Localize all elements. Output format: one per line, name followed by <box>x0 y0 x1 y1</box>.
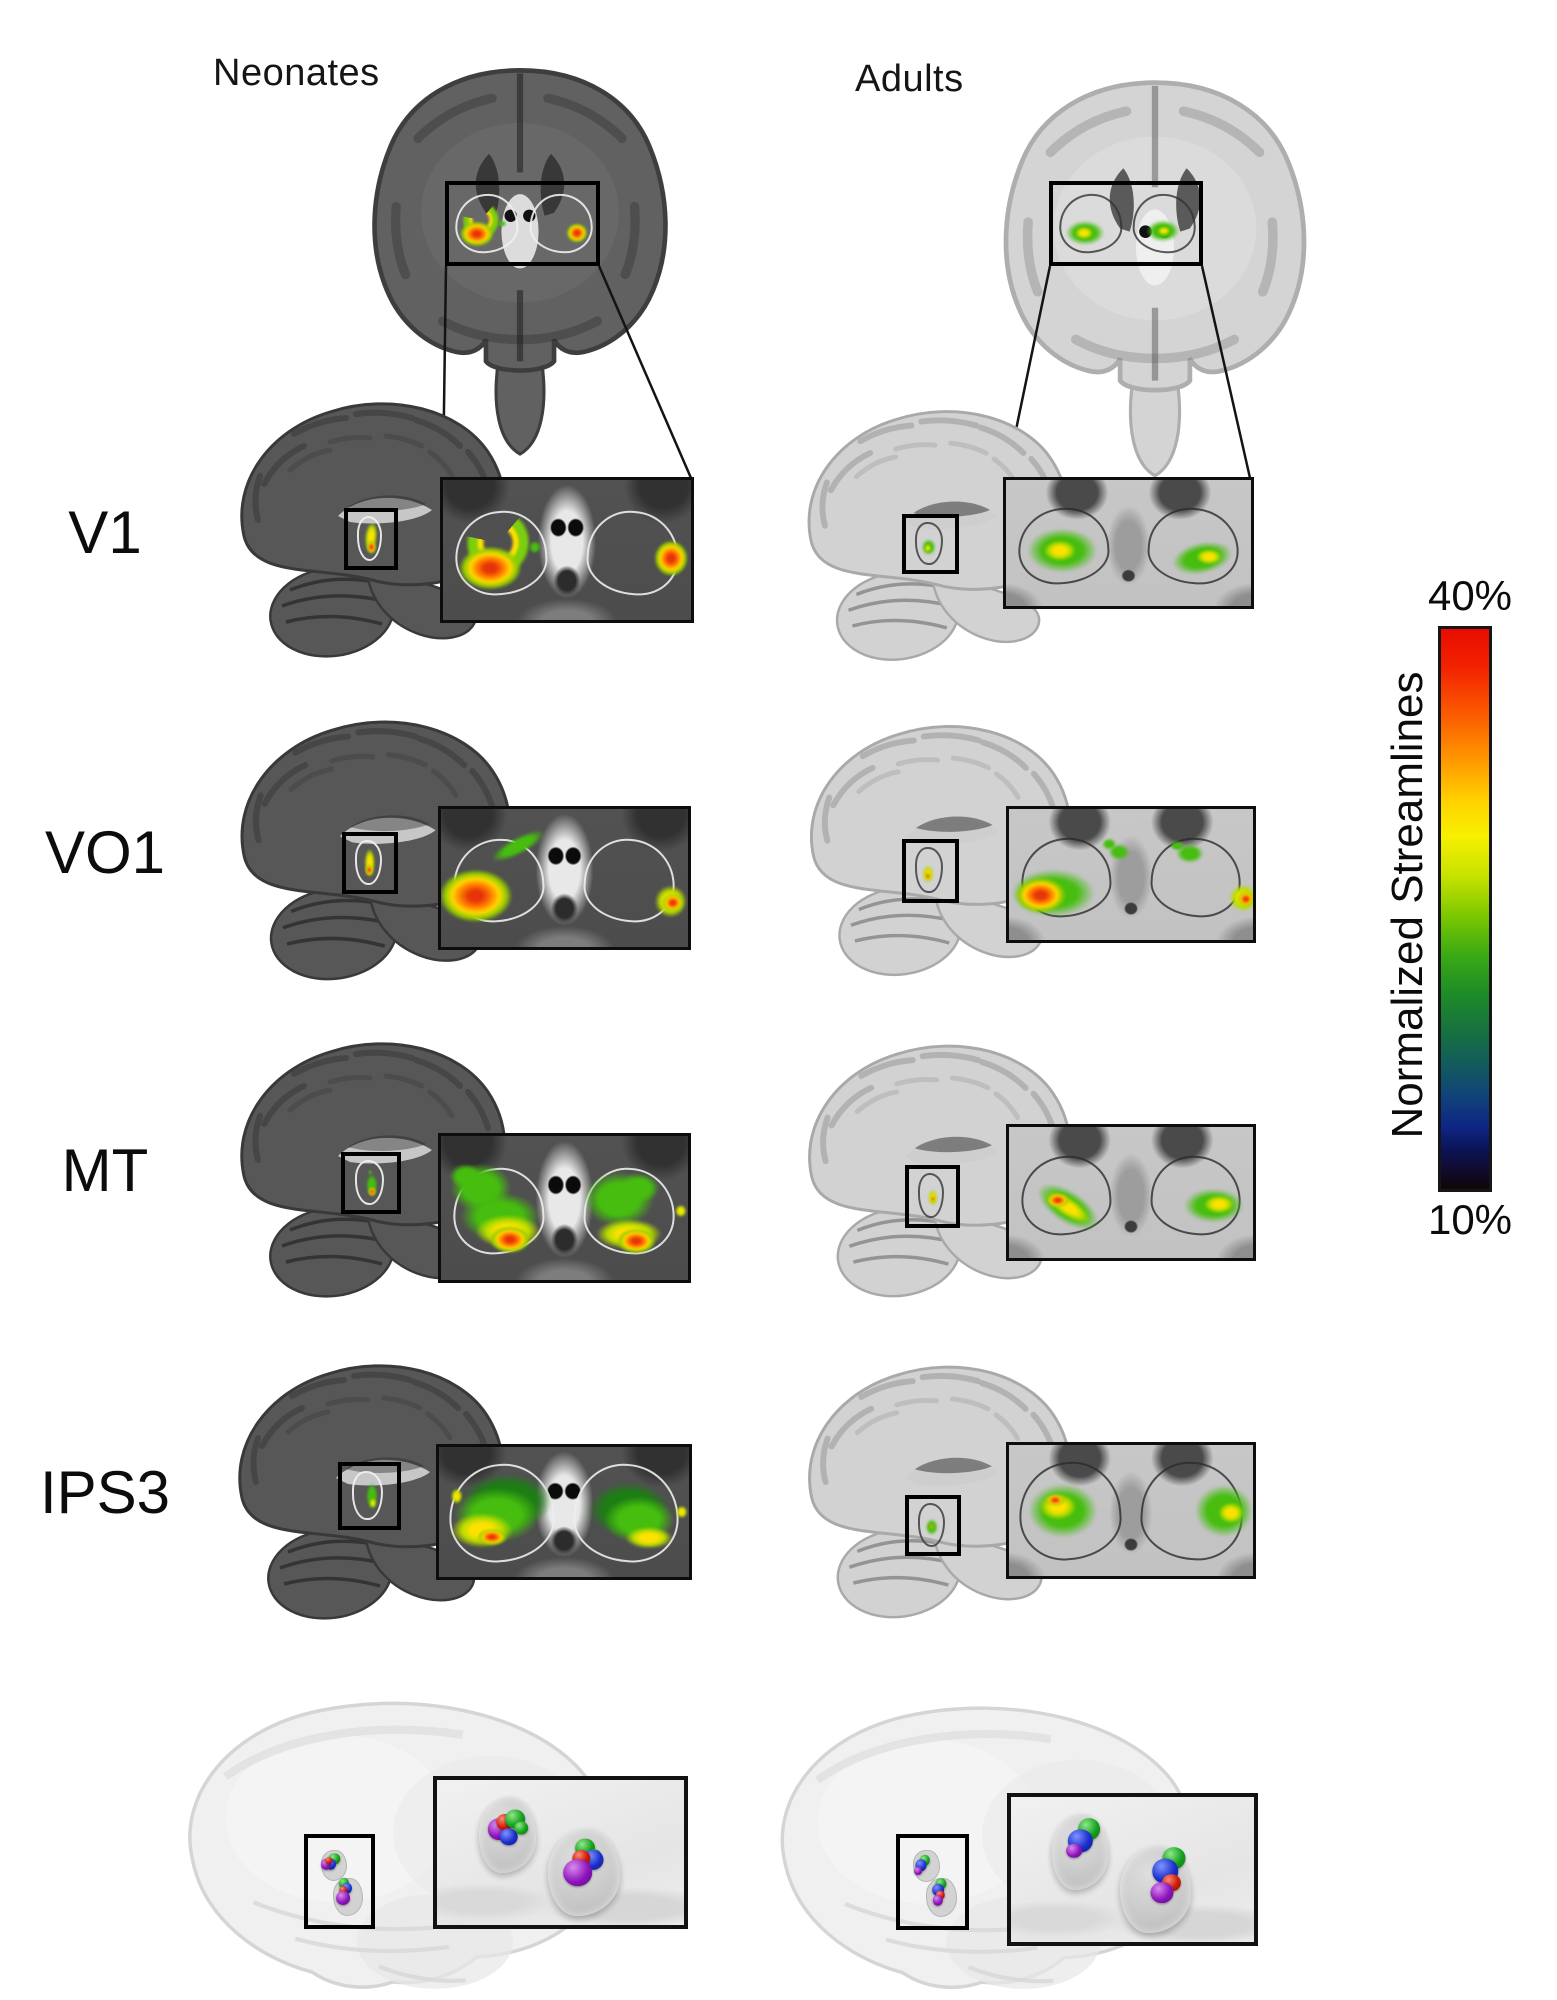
vo1-adult-inset <box>1006 806 1256 943</box>
pulvinar-outline <box>352 1470 384 1520</box>
v1-adult-inset-heatmap <box>1006 480 1251 606</box>
v1-neonate-zoom-rect <box>344 508 398 570</box>
adult-3d-inset <box>1007 1793 1258 1946</box>
pulvinar-outline <box>918 1503 945 1547</box>
adult-3d-rois <box>1011 1797 1254 1942</box>
mt-neonate-zoom-rect <box>341 1152 401 1214</box>
v1-neonate-mini-heatmap <box>348 512 394 566</box>
pulvinar-outline <box>355 840 382 885</box>
colorbar-max-label: 40% <box>1427 572 1513 619</box>
adult-v1-coronal-heatmap <box>1053 185 1199 262</box>
vo1-neonate-inset-heatmap <box>441 809 688 947</box>
ips3-adult-inset-heatmap <box>1009 1445 1253 1576</box>
neonate-3d-inset <box>433 1776 688 1929</box>
vo1-adult-inset-heatmap <box>1009 809 1253 940</box>
mt-neonate-inset <box>438 1133 691 1283</box>
ips3-adult-inset <box>1006 1442 1256 1579</box>
neonate-coronal-zoom-rect <box>445 181 600 266</box>
vo1-neonate-zoom-rect <box>342 832 398 894</box>
adult-3d-zoom-rect <box>896 1834 969 1930</box>
ips3-neonate-inset <box>436 1444 692 1580</box>
mt-neonate-inset-heatmap <box>441 1136 688 1280</box>
vo1-adult-mini-heatmap <box>906 843 955 899</box>
adult-coronal-zoom-rect <box>1049 181 1203 266</box>
ips3-neonate-zoom-rect <box>338 1462 401 1530</box>
v1-neonate-inset-heatmap <box>443 480 691 620</box>
ips3-neonate-mini-heatmap <box>342 1466 397 1526</box>
pulvinar-outline <box>915 847 943 894</box>
vo1-neonate-mini-heatmap <box>346 836 394 890</box>
ips3-adult-mini-heatmap <box>909 1499 957 1552</box>
row-label-v1: V1 <box>68 499 142 566</box>
v1-adult-mini-heatmap <box>906 518 955 570</box>
mt-adult-zoom-rect <box>905 1165 960 1228</box>
ips3-neonate-inset-heatmap <box>439 1447 689 1577</box>
v1-adult-inset <box>1003 477 1254 609</box>
vo1-adult-zoom-rect <box>902 839 959 903</box>
mt-adult-inset-heatmap <box>1009 1127 1253 1258</box>
pulvinar-outline <box>917 1173 945 1219</box>
colorbar-gradient <box>1438 626 1492 1192</box>
row-label-mt: MT <box>61 1137 149 1204</box>
row-label-vo1: VO1 <box>44 819 166 886</box>
mt-neonate-mini-heatmap <box>345 1156 397 1210</box>
colorbar-min-label: 10% <box>1427 1196 1513 1243</box>
neonate-3d-mini-rois <box>308 1838 371 1925</box>
adults-column-label: Adults <box>855 58 964 100</box>
v1-adult-zoom-rect <box>902 514 959 574</box>
vo1-neonate-inset <box>438 806 691 950</box>
pulvinar-outline <box>354 1160 384 1205</box>
neonate-3d-rois <box>437 1780 684 1925</box>
pulvinar-outline <box>915 522 943 565</box>
neonates-column-label: Neonates <box>213 52 380 94</box>
ips3-adult-zoom-rect <box>905 1495 961 1556</box>
colorbar-axis-label: Normalized Streamlines <box>1383 671 1432 1139</box>
neonate-3d-zoom-rect <box>304 1834 375 1929</box>
adult-3d-mini-rois <box>900 1838 965 1926</box>
mt-adult-inset <box>1006 1124 1256 1261</box>
row-label-ips3: IPS3 <box>39 1459 171 1526</box>
pulvinar-outline <box>356 516 383 561</box>
mt-adult-mini-heatmap <box>909 1169 956 1224</box>
neonate-v1-coronal-heatmap <box>449 185 596 262</box>
v1-neonate-inset <box>440 477 694 623</box>
